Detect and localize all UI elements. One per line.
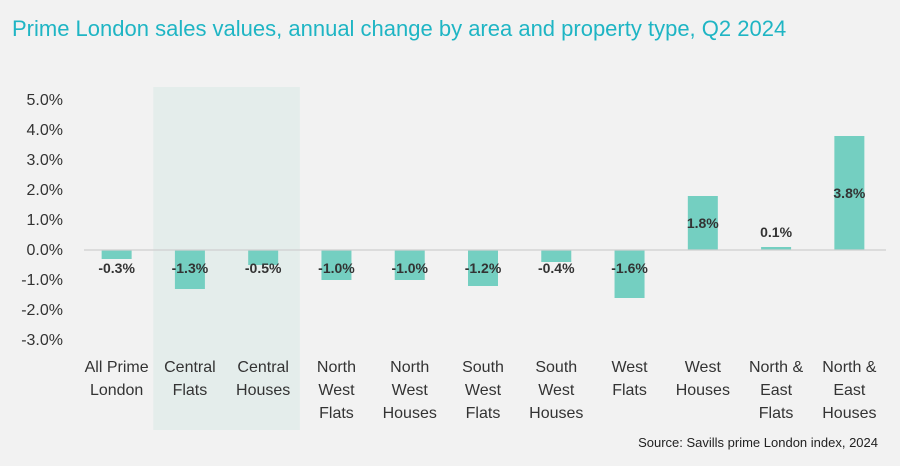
data-label: -0.5% [245,260,282,276]
bar [468,250,498,286]
x-tick-label: South West Houses [529,359,583,422]
bar [248,250,279,265]
bar [614,250,645,298]
data-label: 3.8% [833,185,865,201]
y-tick-label: 3.0% [27,152,63,169]
y-tick-label: 1.0% [27,212,63,229]
y-tick-label: 5.0% [27,92,63,109]
x-tick-label: West Houses [676,359,730,399]
y-tick-label: 4.0% [27,122,63,139]
x-tick-label: North West Houses [383,359,437,422]
x-tick-label: North West Flats [317,359,356,422]
chart-source: Source: Savills prime London index, 2024 [638,435,878,450]
y-tick-label: -1.0% [21,272,63,289]
x-tick-label: North & East Flats [749,359,804,422]
bar [394,250,425,280]
data-label: -1.0% [391,260,428,276]
x-tick-label: Central Flats [164,359,216,399]
y-tick-label: 0.0% [27,242,63,259]
x-tick-label: All Prime London [85,359,149,399]
data-label: 0.1% [760,224,792,240]
x-tick-label: South West Flats [462,359,504,422]
data-label: -1.0% [318,260,355,276]
bar [687,196,718,250]
bar [101,250,132,259]
x-tick-label: West Flats [611,359,648,399]
data-label: -1.2% [465,260,502,276]
bar [834,136,865,250]
data-label: -1.6% [611,260,648,276]
data-label: -0.3% [98,260,135,276]
y-tick-label: -2.0% [21,302,63,319]
bar [761,247,792,250]
chart-title: Prime London sales values, annual change… [12,16,787,41]
y-tick-label: -3.0% [21,332,63,349]
data-label: 1.8% [687,215,719,231]
bar [321,250,352,280]
x-tick-label: North & East Houses [822,359,877,422]
bar [541,250,572,262]
data-label: -0.4% [538,260,575,276]
x-tick-label: Central Houses [236,359,290,399]
y-tick-label: 2.0% [27,182,63,199]
bar [174,250,205,289]
data-label: -1.3% [172,260,209,276]
